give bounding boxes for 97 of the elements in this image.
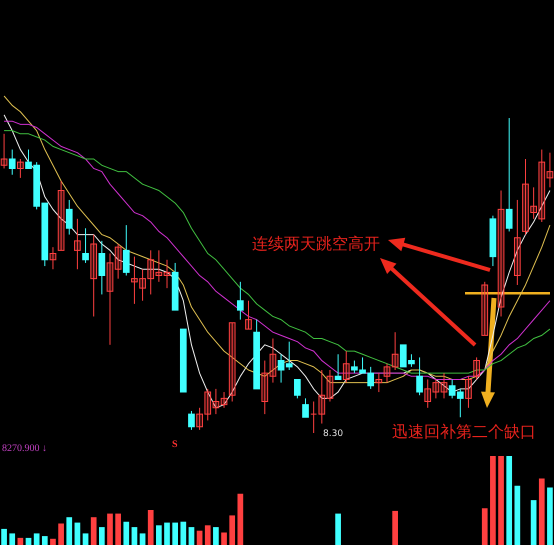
candlestick	[384, 363, 390, 384]
candlestick	[473, 356, 480, 380]
bar	[132, 527, 138, 545]
bar	[42, 536, 48, 545]
candlestick	[392, 332, 398, 371]
candlestick	[245, 300, 252, 330]
bar	[188, 527, 194, 545]
candlestick	[90, 234, 98, 317]
bar	[26, 538, 32, 545]
bar	[115, 514, 121, 545]
candlestick	[326, 370, 334, 402]
candlestick	[261, 360, 268, 415]
bar	[180, 522, 186, 545]
bar	[172, 522, 178, 545]
candlestick	[432, 378, 440, 399]
bar	[148, 510, 154, 545]
candlestick	[375, 372, 382, 393]
candlestick	[236, 281, 244, 320]
annotation: 8.30	[323, 429, 344, 439]
candlestick	[416, 356, 423, 396]
candlestick	[498, 190, 504, 317]
bar	[50, 538, 56, 545]
bar	[213, 527, 219, 545]
candlestick	[204, 388, 212, 421]
candlestick	[196, 407, 203, 430]
bar	[204, 525, 211, 545]
bar	[82, 533, 88, 545]
candlestick	[440, 372, 448, 399]
bar	[74, 522, 80, 545]
candlestick	[82, 228, 89, 264]
candlestick	[522, 158, 529, 236]
candlestick	[139, 268, 146, 302]
bar	[196, 530, 202, 545]
candlestick	[17, 158, 24, 178]
bar	[221, 532, 227, 545]
bar	[156, 525, 162, 545]
bar	[506, 456, 512, 545]
candlestick	[530, 186, 537, 220]
text: 8270.900 ↓	[2, 443, 47, 454]
candlestick	[147, 250, 154, 295]
candlestick	[342, 350, 350, 384]
candlestick	[58, 180, 64, 251]
candlestick	[318, 370, 326, 424]
bar	[530, 500, 536, 545]
bar	[482, 508, 488, 545]
candlestick	[514, 199, 521, 286]
candlestick	[212, 388, 220, 415]
candlestick	[114, 244, 122, 280]
candlestick	[220, 392, 228, 408]
candlestick	[465, 376, 472, 408]
annotation: 连续两天跳空高开	[252, 235, 380, 253]
candlestick	[424, 378, 432, 408]
bar	[140, 533, 146, 545]
bar	[229, 515, 236, 545]
bar	[34, 533, 40, 545]
annotation: 迅速回补第二个缺口	[392, 423, 536, 441]
candlestick	[546, 152, 554, 188]
candlestick	[302, 398, 309, 418]
candlestick	[0, 133, 8, 169]
candlestick	[8, 149, 16, 176]
candlestick	[66, 199, 73, 236]
candlestick	[270, 338, 276, 384]
bar	[107, 514, 113, 545]
bar	[164, 522, 170, 545]
bar	[58, 524, 64, 545]
bar	[392, 510, 398, 545]
candlestick	[50, 246, 56, 270]
bar	[237, 494, 244, 545]
bar	[538, 478, 545, 545]
text: S	[172, 439, 178, 450]
candlestick	[506, 118, 513, 232]
bar	[514, 486, 520, 545]
bar	[547, 488, 553, 545]
bar	[335, 514, 341, 545]
candlestick	[74, 218, 81, 270]
bar	[9, 533, 16, 545]
candlestick	[481, 281, 488, 336]
bar	[1, 528, 7, 545]
bar	[490, 456, 496, 545]
bar	[66, 517, 72, 545]
candlestick	[538, 149, 546, 222]
bar	[18, 538, 24, 545]
candlestick	[106, 252, 114, 346]
bar	[123, 522, 130, 545]
candlestick	[294, 378, 301, 399]
candlestick	[164, 259, 170, 289]
candlestick	[122, 224, 130, 276]
candlestick	[98, 240, 106, 295]
bar	[498, 456, 504, 545]
candlestick	[334, 354, 342, 380]
bar	[98, 527, 105, 545]
candlestick	[228, 322, 236, 402]
candlestick	[156, 250, 162, 282]
bar	[90, 517, 97, 545]
candlestick	[131, 256, 138, 304]
candlestick	[310, 401, 318, 434]
candlestick	[188, 410, 195, 430]
